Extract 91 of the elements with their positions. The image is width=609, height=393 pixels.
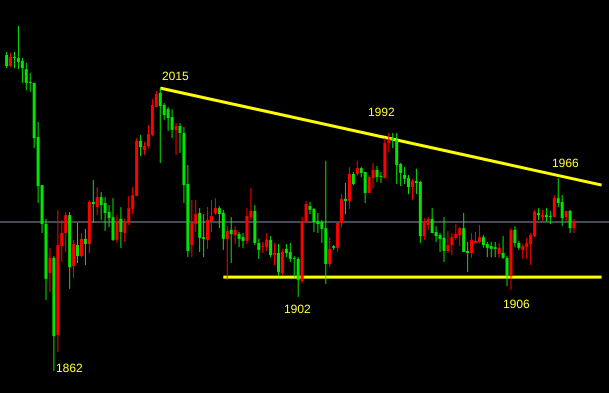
candlestick xyxy=(28,72,32,92)
candlestick xyxy=(9,52,12,68)
candlestick xyxy=(490,241,493,258)
candlestick xyxy=(276,244,280,277)
candlestick xyxy=(143,141,146,156)
candlestick xyxy=(537,208,540,220)
annotation: 1862 xyxy=(56,361,84,375)
candlestick xyxy=(356,160,359,177)
candlestick xyxy=(20,58,24,84)
annotation: 1992 xyxy=(368,105,396,119)
candlestick xyxy=(568,209,572,234)
candlestick xyxy=(403,166,406,185)
candlestick xyxy=(238,231,241,248)
candlestick xyxy=(234,226,237,245)
candlestick xyxy=(316,212,320,234)
candlestick xyxy=(344,182,347,215)
candlestick xyxy=(226,226,229,280)
candlestick xyxy=(284,244,288,258)
candlestick xyxy=(48,247,52,292)
candlestick xyxy=(280,248,284,276)
candlestick xyxy=(206,206,210,250)
candlestick xyxy=(470,232,474,258)
candlestick xyxy=(158,88,162,164)
candlestick xyxy=(115,214,118,244)
candlestick xyxy=(482,234,485,248)
candlestick xyxy=(438,232,442,252)
candlestick xyxy=(265,232,268,252)
candlestick xyxy=(506,256,509,287)
candlestick xyxy=(372,162,375,190)
candlestick xyxy=(502,236,505,260)
candlestick xyxy=(498,242,501,258)
candlestick xyxy=(486,241,489,258)
candlestick xyxy=(16,26,20,70)
candlestick xyxy=(379,171,382,184)
candlestick xyxy=(478,224,481,244)
candlestick xyxy=(328,236,332,268)
candlestick xyxy=(230,216,233,264)
candlestick xyxy=(269,236,272,258)
candlestick xyxy=(242,232,245,248)
candlestick xyxy=(544,208,548,222)
candlestick xyxy=(296,256,300,298)
candlestick xyxy=(100,191,103,220)
candlestick xyxy=(375,166,378,182)
candlestick xyxy=(552,194,556,218)
candlestick xyxy=(442,216,446,262)
candlestick xyxy=(178,122,182,154)
candlestick xyxy=(92,179,95,224)
candlestick xyxy=(111,198,114,242)
candlestick xyxy=(494,241,497,258)
candlestick xyxy=(104,196,107,232)
candlestick xyxy=(410,178,414,200)
annotation: 1966 xyxy=(552,156,580,170)
candlestick xyxy=(24,62,28,91)
candlestick xyxy=(261,241,264,254)
candlestick xyxy=(214,198,217,216)
candlestick xyxy=(364,171,367,204)
candlestick xyxy=(84,228,87,266)
candlestick xyxy=(513,226,516,248)
candlestick xyxy=(170,108,174,139)
candlestick xyxy=(80,232,83,258)
annotation: 2015 xyxy=(162,69,190,83)
annotation: 1906 xyxy=(503,297,530,311)
candlestick xyxy=(273,242,276,266)
candlestick xyxy=(450,232,454,256)
candlestick xyxy=(387,132,390,152)
candlestick xyxy=(525,237,528,260)
candlestick xyxy=(312,208,316,232)
candlestick xyxy=(422,218,426,240)
candlestick xyxy=(76,222,80,264)
candlestick xyxy=(430,208,434,234)
candlestick xyxy=(12,51,16,69)
candlestick xyxy=(572,218,576,234)
candlestick xyxy=(202,214,206,258)
candlestick xyxy=(446,230,450,254)
candlestick xyxy=(304,200,308,224)
candlestick xyxy=(548,210,552,225)
candlestick xyxy=(462,212,466,252)
candlestick xyxy=(190,199,194,258)
candlestick xyxy=(166,106,170,132)
candlestick xyxy=(352,171,355,186)
candlestick xyxy=(72,239,76,278)
candlestick xyxy=(119,206,122,248)
candlestick xyxy=(96,186,99,216)
candlestick xyxy=(139,134,142,157)
candlestick xyxy=(458,226,462,247)
candlestick xyxy=(257,238,260,260)
candlestick xyxy=(540,209,544,222)
candlestick xyxy=(174,122,178,156)
annotation: 1902 xyxy=(284,302,312,316)
candlestick xyxy=(407,174,410,195)
candlestick xyxy=(5,51,8,69)
